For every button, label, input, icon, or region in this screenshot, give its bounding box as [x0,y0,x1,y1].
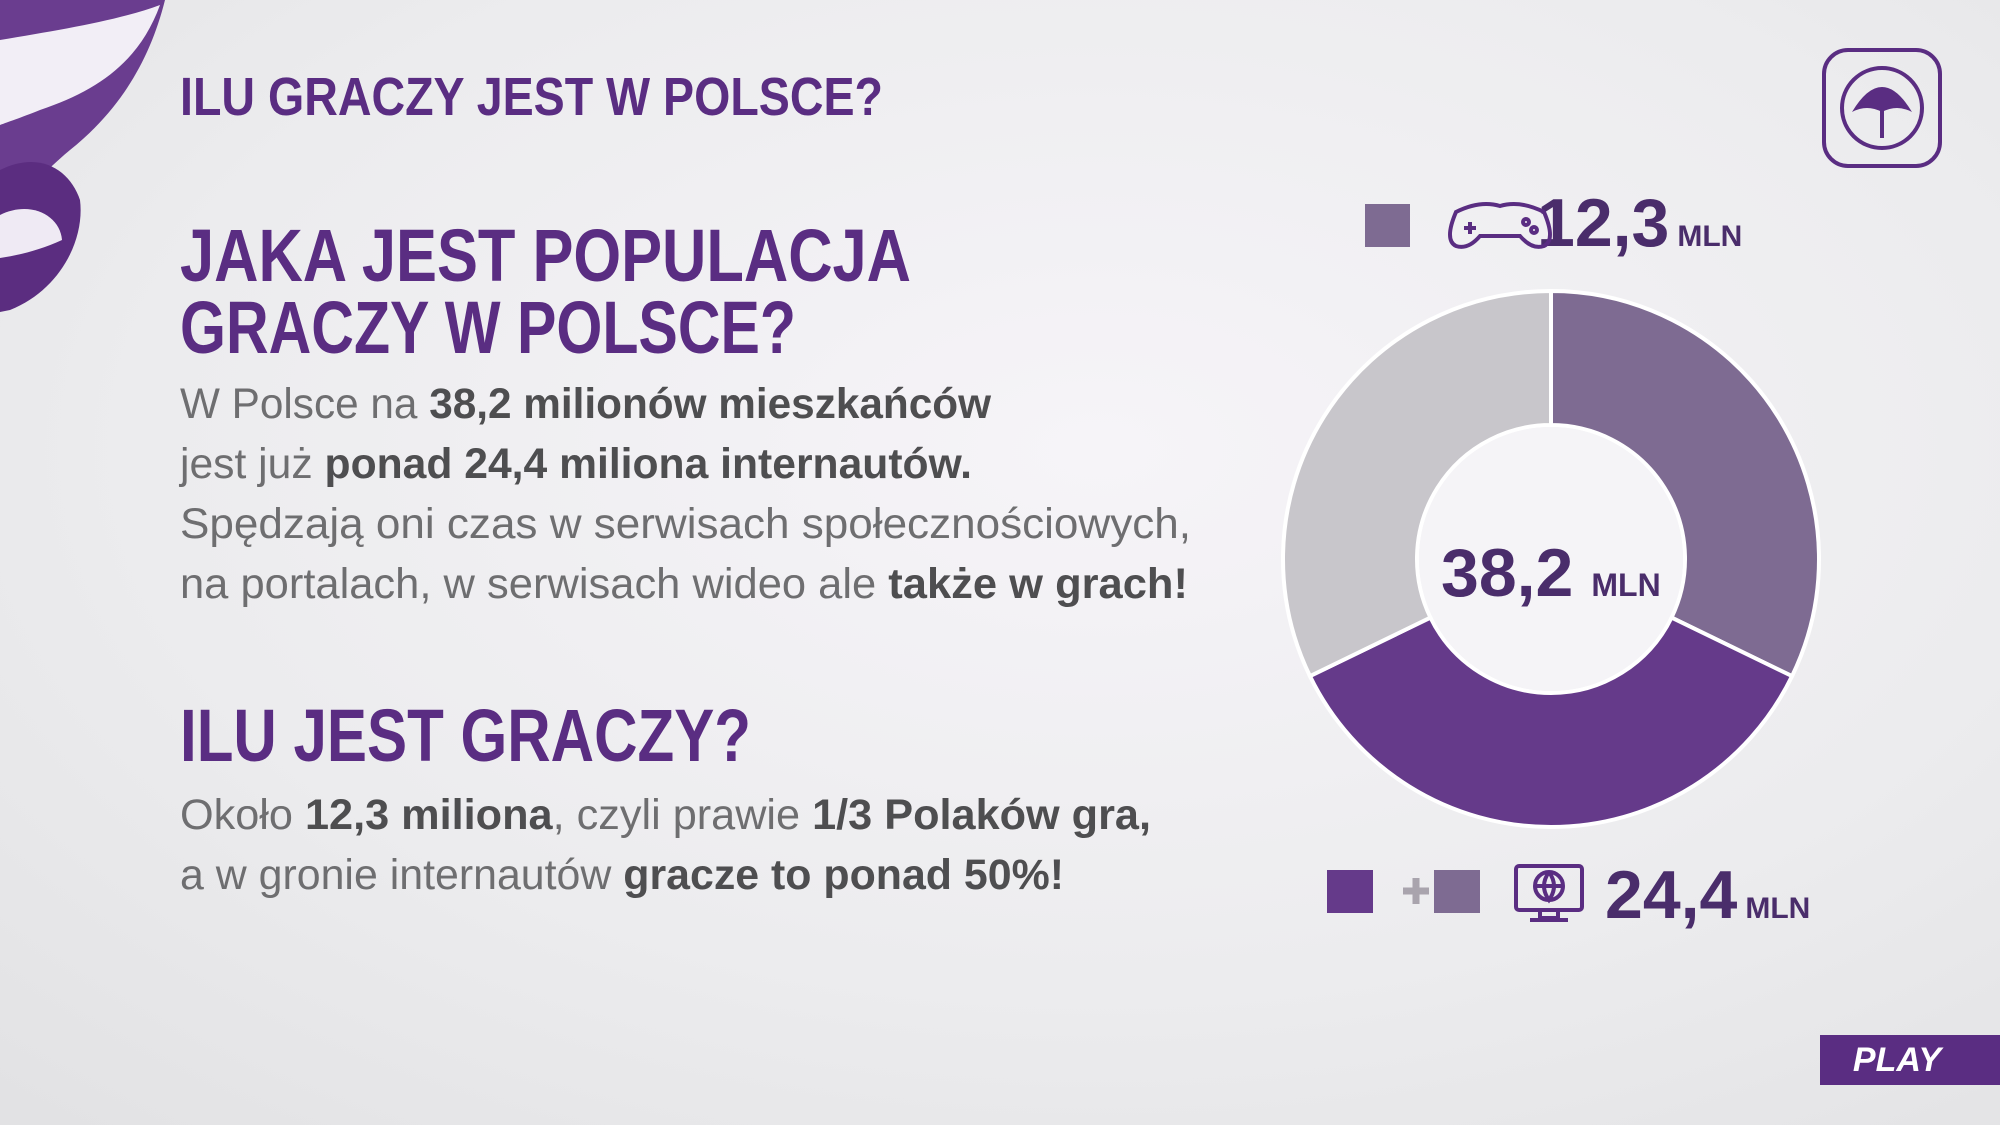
body-bold: także w grach! [888,560,1188,608]
logo-box [1820,1035,2000,1085]
body-text: , czyli prawie [553,791,813,839]
body-bold: 1/3 Polaków gra, [812,791,1151,839]
body-bold: 38,2 milionów mieszkańców [429,380,991,428]
body-line: W Polsce na 38,2 milionów mieszkańców [180,380,992,428]
center-unit: MLN [1591,567,1660,603]
body-text: jest już [178,440,325,488]
donut-hole [1419,427,1683,691]
gamepad-icon [1448,202,1552,249]
legend-value: 12,3 [1537,185,1669,261]
page-title: ILU GRACZY JEST W POLSCE? [180,67,883,127]
section-heading: JAKA JEST POPULACJA [180,214,911,297]
body-text: a w gronie internautów [180,851,623,899]
monitor-icon [1514,864,1584,922]
logo: PLAY [1853,1041,1944,1079]
section-heading: GRACZY W POLSCE? [180,286,796,369]
corner-decoration [0,0,165,312]
body-bold: 12,3 miliona [305,791,554,839]
legend-unit: MLN [1677,220,1742,253]
body-text: Około [180,791,305,839]
body-bold: ponad 24,4 miliona internautów. [325,440,972,488]
body-bold: gracze to ponad 50%! [623,851,1064,899]
body-line: na portalach, w serwisach wideo ale takż… [180,560,1188,608]
legend-label: 24,4 MLN [1605,857,1810,933]
donut-segment [1281,288,1553,679]
brand-icon [1822,48,1942,168]
body-text: na portalach, w serwisach wideo ale [180,560,888,608]
text-block: ILU GRACZY JEST W POLSCE? JAKA JEST POPUL… [178,67,1191,899]
body-line: jest już ponad 24,4 miliona internautów. [178,440,972,488]
donut-segment [1549,288,1821,679]
body-text: W Polsce na [180,380,429,428]
body-line: Około 12,3 miliona, czyli prawie 1/3 Pol… [180,791,1151,839]
center-label: 38,2 MLN [1441,535,1661,611]
body-text: Spędzają oni czas w serwisach społecznoś… [180,500,1191,548]
legend-swatch-group [1327,204,1480,913]
center-value: 38,2 [1441,535,1573,611]
legend-unit: MLN [1745,892,1810,925]
legend-label: 12,3 MLN [1537,185,1742,261]
legend-value: 24,4 [1605,857,1738,933]
body-line: Spędzają oni czas w serwisach społecznoś… [180,500,1191,548]
body-line: a w gronie internautów gracze to ponad 5… [180,851,1064,899]
section-heading: ILU JEST GRACZY? [180,694,751,777]
donut-segment [1307,614,1795,830]
